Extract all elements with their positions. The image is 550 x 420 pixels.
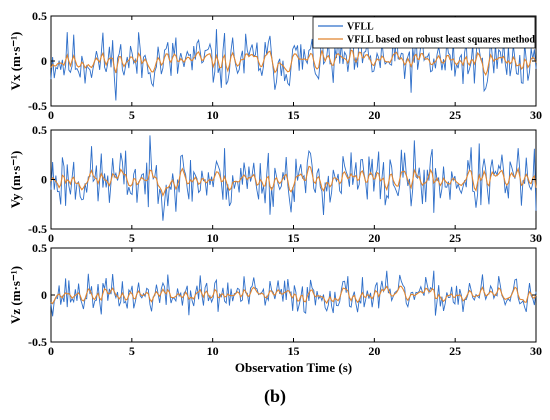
x-tick-label: 30 — [530, 108, 542, 122]
x-tick-label: 0 — [48, 231, 54, 245]
x-tick-label: 10 — [207, 108, 219, 122]
x-tick-label: 0 — [48, 344, 54, 358]
y-tick-label: 0 — [41, 173, 47, 187]
y-tick-label: 0 — [41, 54, 47, 68]
y-tick-label: -0.5 — [28, 99, 47, 113]
y-tick-label: 0.5 — [32, 123, 47, 137]
y-axis-label: Vx (m·s⁻¹) — [8, 32, 23, 91]
y-tick-label: 0.5 — [32, 9, 47, 23]
x-tick-label: 5 — [129, 108, 135, 122]
x-tick-label: 25 — [449, 108, 461, 122]
x-tick-label: 20 — [368, 231, 380, 245]
legend-label: VFLL based on robust least squares metho… — [347, 35, 535, 46]
x-tick-label: 25 — [449, 231, 461, 245]
y-axis-label: Vz (m·s⁻¹) — [8, 266, 23, 324]
x-tick-label: 15 — [288, 344, 300, 358]
x-tick-label: 30 — [530, 344, 542, 358]
y-tick-label: -0.5 — [28, 335, 47, 349]
x-tick-label: 30 — [530, 231, 542, 245]
y-axis-label: Vy (m·s⁻¹) — [8, 151, 23, 209]
y-tick-label: 0 — [41, 288, 47, 302]
x-tick-label: 15 — [288, 231, 300, 245]
series-line-1 — [51, 135, 536, 220]
legend-label: VFLL — [347, 22, 374, 33]
x-tick-label: 10 — [207, 231, 219, 245]
x-tick-label: 10 — [207, 344, 219, 358]
y-tick-label: 0.5 — [32, 241, 47, 255]
figure-caption: (b) — [0, 386, 550, 407]
series-line-1 — [51, 271, 536, 317]
y-tick-label: -0.5 — [28, 222, 47, 236]
x-axis-label: Observation Time (s) — [235, 360, 352, 375]
x-tick-label: 15 — [288, 108, 300, 122]
x-tick-label: 20 — [368, 108, 380, 122]
x-tick-label: 0 — [48, 108, 54, 122]
x-tick-label: 5 — [129, 231, 135, 245]
x-tick-label: 20 — [368, 344, 380, 358]
x-tick-label: 5 — [129, 344, 135, 358]
x-tick-label: 25 — [449, 344, 461, 358]
